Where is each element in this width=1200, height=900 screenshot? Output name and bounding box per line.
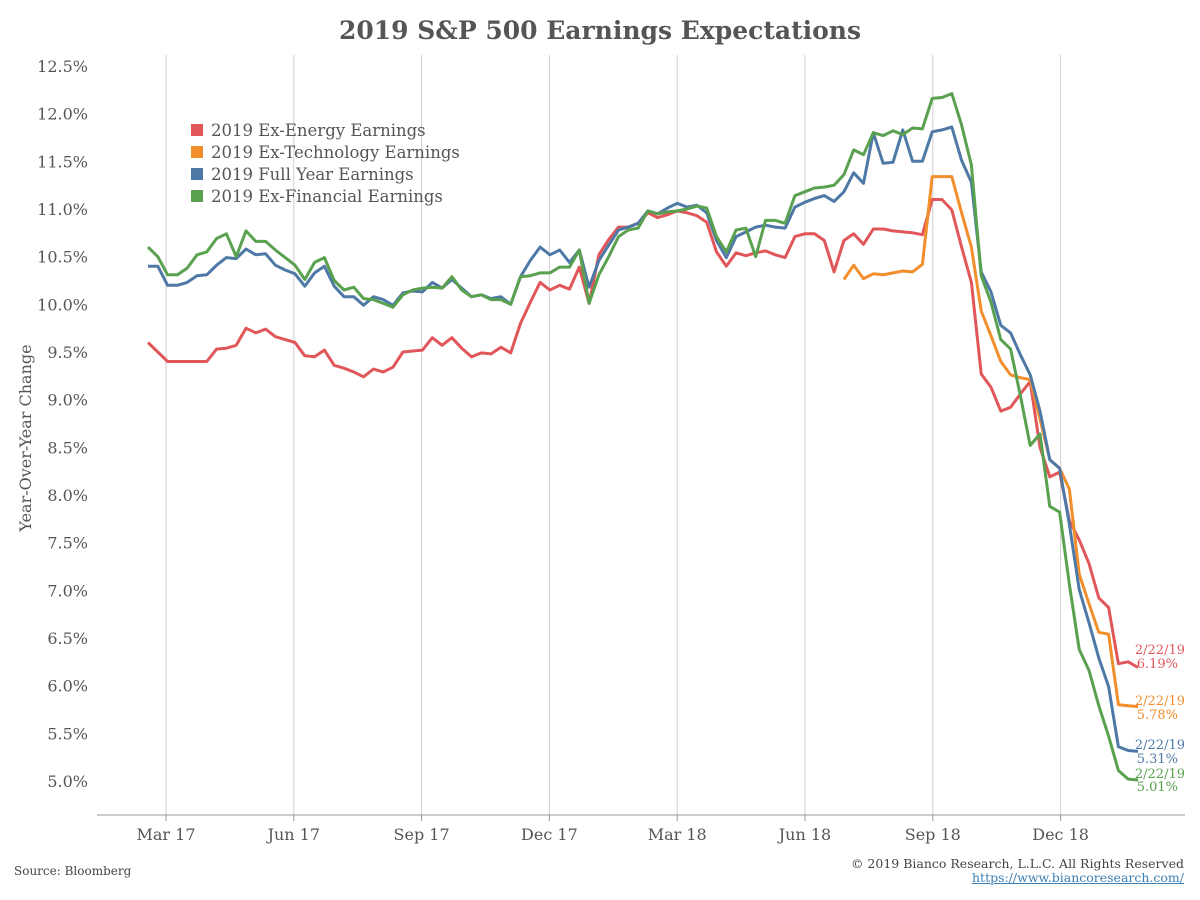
y-tick-label: 12.0% (37, 105, 88, 124)
legend-label: 2019 Ex-Technology Earnings (211, 143, 460, 162)
legend-swatch (191, 168, 203, 180)
end-value-label: 6.19% (1137, 657, 1178, 672)
end-value-label: 5.31% (1137, 752, 1178, 767)
end-date-label: 2/22/19 (1135, 694, 1185, 709)
legend-label: 2019 Ex-Financial Earnings (211, 187, 443, 206)
y-tick-label: 7.5% (47, 534, 88, 553)
legend-swatch (191, 190, 203, 202)
x-tick-label: Jun 18 (777, 825, 831, 844)
y-tick-label: 10.5% (37, 248, 88, 267)
end-date-label: 2/22/19 (1135, 738, 1185, 753)
legend-label: 2019 Full Year Earnings (211, 165, 414, 184)
y-tick-label: 6.5% (47, 629, 88, 648)
y-tick-label: 5.0% (47, 772, 88, 791)
website-link[interactable]: https://www.biancoresearch.com/ (972, 870, 1184, 885)
y-tick-label: 12.5% (37, 57, 88, 76)
legend-label: 2019 Ex-Energy Earnings (211, 121, 426, 140)
y-tick-label: 11.0% (37, 200, 88, 219)
series-line-4 (146, 92, 1139, 782)
legend-swatch (191, 146, 203, 158)
chart-title: 2019 S&P 500 Earnings Expectations (338, 16, 862, 45)
x-tick-label: Jun 17 (266, 825, 320, 844)
x-tick-label: Sep 17 (394, 825, 450, 844)
y-tick-label: 8.5% (47, 438, 88, 457)
copyright-block: © 2019 Bianco Research, L.L.C. All Right… (851, 857, 1184, 885)
end-date-label: 2/22/19 (1135, 767, 1185, 782)
end-date-label: 2/22/19 (1135, 643, 1185, 658)
y-tick-label: 8.0% (47, 486, 88, 505)
y-tick-label: 9.5% (47, 343, 88, 362)
x-tick-label: Dec 18 (1032, 825, 1089, 844)
end-value-label: 5.78% (1137, 708, 1178, 723)
source-note: Source: Bloomberg (14, 864, 132, 878)
y-tick-label: 11.5% (37, 152, 88, 171)
series-line-2 (842, 175, 1139, 709)
x-tick-label: Dec 17 (521, 825, 578, 844)
x-tick-label: Mar 17 (136, 825, 195, 844)
y-tick-label: 9.0% (47, 391, 88, 410)
y-tick-label: 5.5% (47, 724, 88, 743)
y-tick-label: 10.0% (37, 295, 88, 314)
copyright-text: © 2019 Bianco Research, L.L.C. All Right… (850, 856, 1184, 871)
end-value-label: 5.01% (1137, 780, 1178, 795)
y-tick-label: 6.0% (47, 677, 88, 696)
x-tick-label: Sep 18 (905, 825, 961, 844)
y-axis-label: Year-Over-Year Change (16, 344, 35, 532)
legend-swatch (191, 124, 203, 136)
y-tick-label: 7.0% (47, 581, 88, 600)
x-tick-label: Mar 18 (648, 825, 707, 844)
